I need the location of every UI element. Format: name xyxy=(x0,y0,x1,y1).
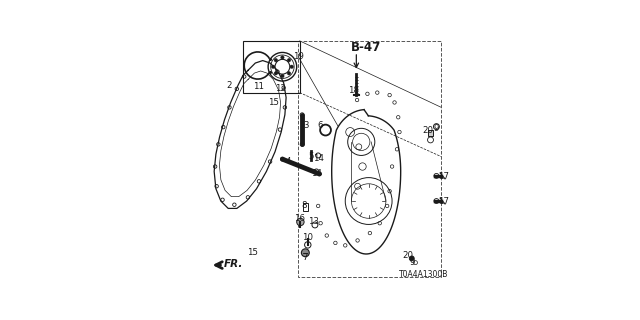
Text: 12: 12 xyxy=(275,84,286,93)
Circle shape xyxy=(297,218,304,226)
Text: 9: 9 xyxy=(410,258,415,267)
Bar xyxy=(303,203,308,211)
Text: 17: 17 xyxy=(438,172,449,181)
Text: 13: 13 xyxy=(308,218,319,227)
Text: 17: 17 xyxy=(438,196,449,205)
Text: 4: 4 xyxy=(285,157,291,166)
Text: 2: 2 xyxy=(227,81,232,90)
Circle shape xyxy=(287,59,291,62)
Circle shape xyxy=(410,256,414,261)
Text: T0A4A1300B: T0A4A1300B xyxy=(399,270,449,279)
Text: 7: 7 xyxy=(303,253,308,262)
Text: 20: 20 xyxy=(403,251,414,260)
Text: 9: 9 xyxy=(434,124,439,133)
Text: 20: 20 xyxy=(422,126,433,135)
Text: B-47: B-47 xyxy=(351,41,381,53)
Text: 3: 3 xyxy=(303,121,308,130)
Circle shape xyxy=(281,74,284,78)
Text: 15: 15 xyxy=(268,98,279,107)
Circle shape xyxy=(281,56,284,59)
Text: 10: 10 xyxy=(302,234,314,243)
Circle shape xyxy=(287,72,291,75)
Circle shape xyxy=(274,72,278,75)
Text: 18: 18 xyxy=(348,86,358,95)
Circle shape xyxy=(274,59,278,62)
Text: FR.: FR. xyxy=(224,259,243,269)
Text: 19: 19 xyxy=(293,52,304,61)
Text: 16: 16 xyxy=(294,214,305,223)
Text: 5: 5 xyxy=(308,152,314,161)
Text: 8: 8 xyxy=(301,202,307,211)
Circle shape xyxy=(271,65,275,68)
Bar xyxy=(298,41,442,277)
Text: 6: 6 xyxy=(317,121,323,130)
Circle shape xyxy=(301,249,309,257)
Circle shape xyxy=(290,65,293,68)
Text: 14: 14 xyxy=(313,154,324,163)
Bar xyxy=(428,130,433,136)
Text: 15: 15 xyxy=(247,248,259,257)
Bar xyxy=(243,41,300,92)
Text: 11: 11 xyxy=(253,82,264,91)
Text: 14: 14 xyxy=(311,169,322,178)
